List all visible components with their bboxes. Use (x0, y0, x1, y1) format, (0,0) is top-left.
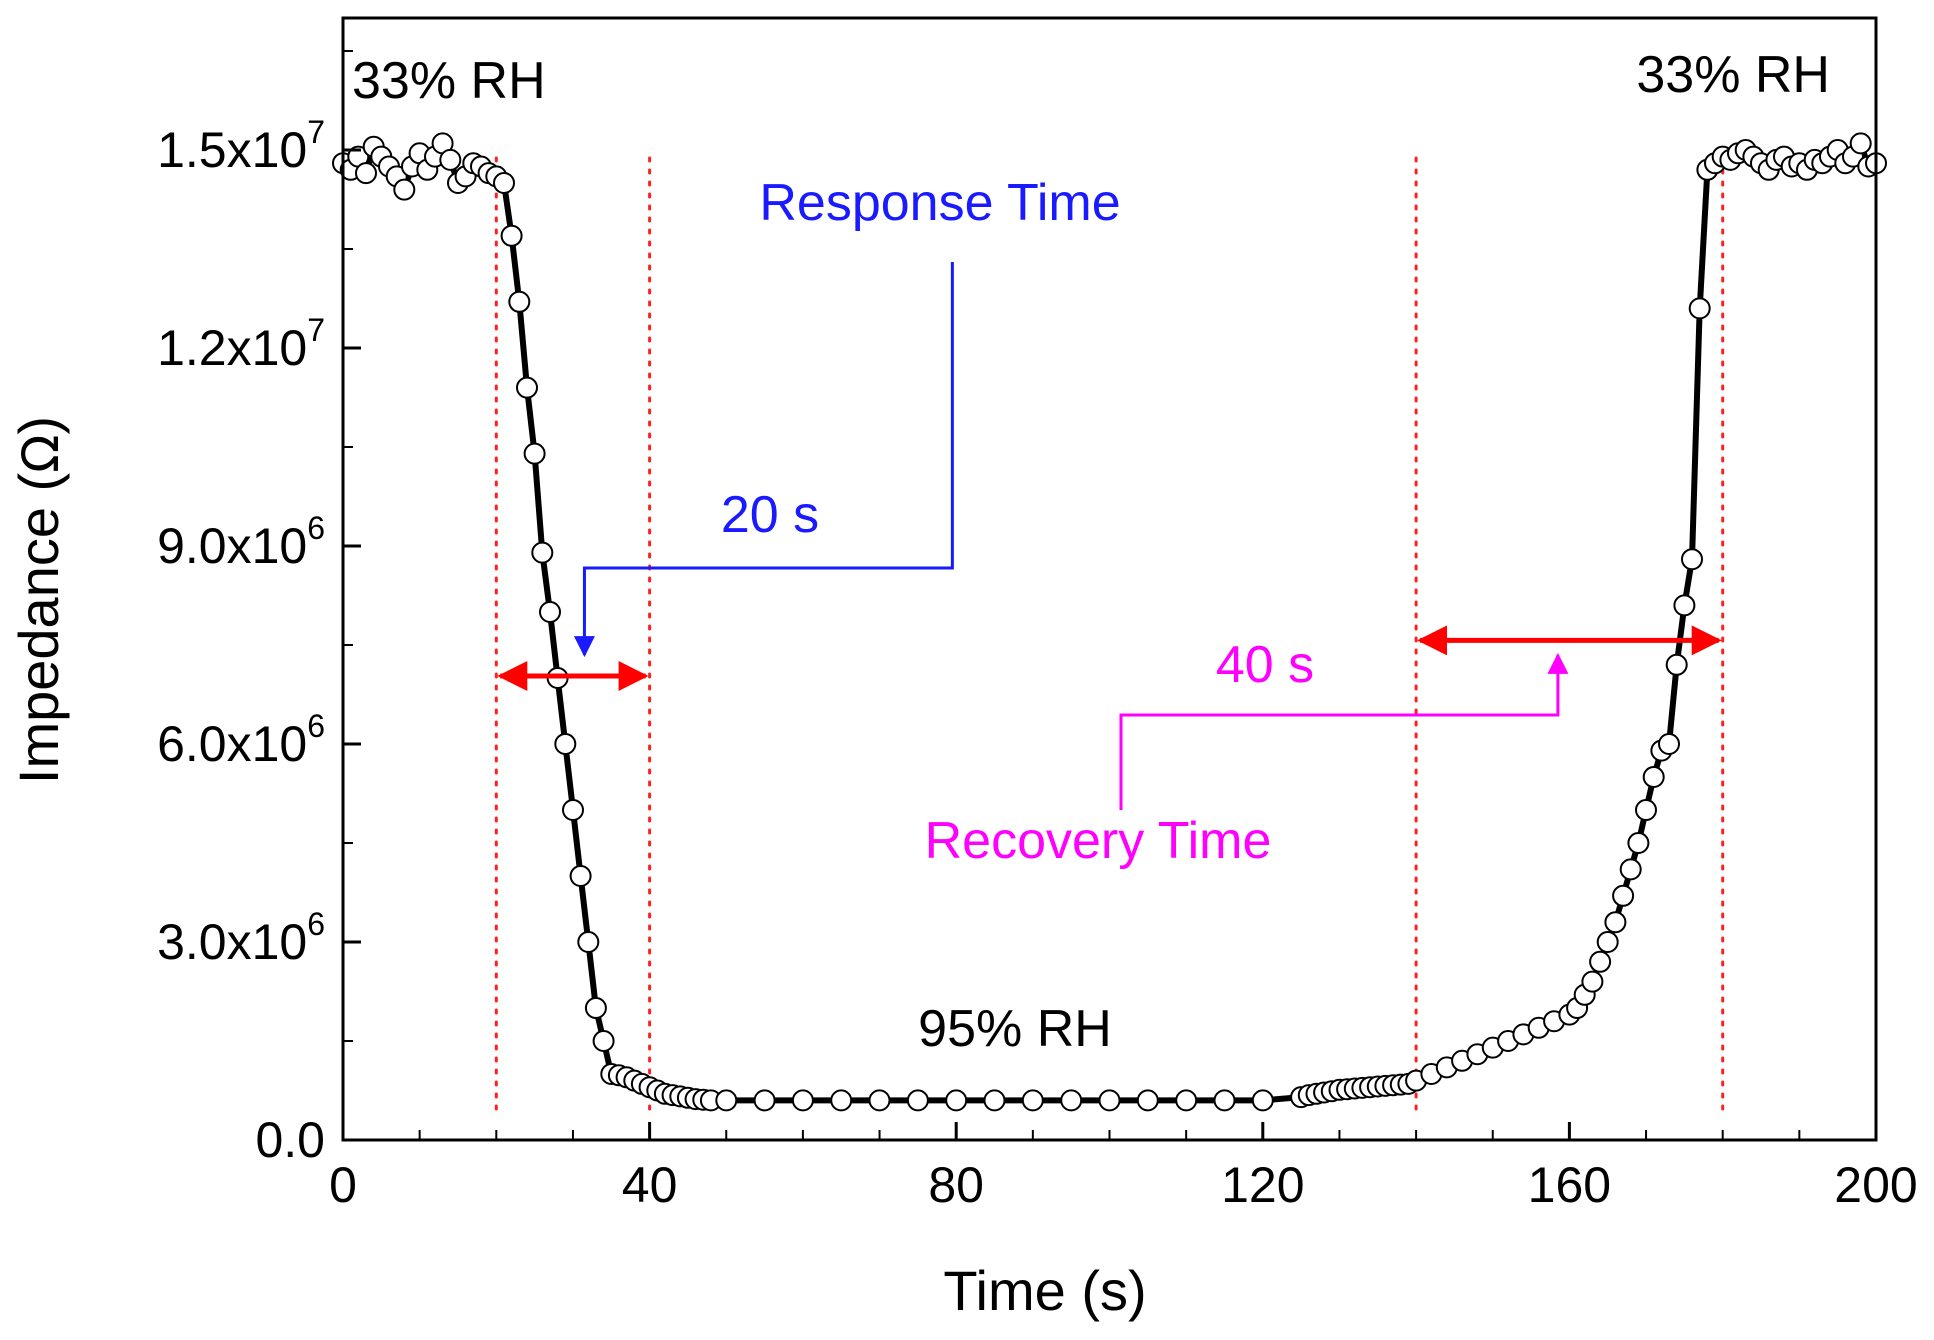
x-tick-label: 40 (622, 1157, 678, 1213)
y-axis-label-close: ) (7, 416, 70, 435)
x-tick-label: 200 (1834, 1157, 1917, 1213)
response-time-pointer (573, 262, 954, 658)
data-point (1604, 911, 1627, 934)
response-time-value: 20 s (721, 486, 819, 544)
y-tick-exponent: 7 (307, 114, 325, 150)
y-axis-label-main: Impedance ( (7, 472, 70, 784)
data-point (1681, 548, 1703, 571)
annotations: 33% RH 33% RH 95% RH Response Time 20 s Recov… (352, 46, 1830, 1058)
y-tick-label: 1.5x107 (157, 114, 325, 178)
data-point (1642, 766, 1665, 788)
y-tick-mantissa: 0.0 (255, 1112, 325, 1168)
recovery-time-value: 40 s (1216, 636, 1314, 694)
y-tick-mantissa: 6.0x10 (157, 716, 307, 772)
y-tick-mantissa: 3.0x10 (157, 914, 307, 970)
data-point (753, 1089, 776, 1112)
y-tick-mantissa: 1.2x10 (157, 320, 307, 376)
data-point (1581, 970, 1604, 993)
data-point (1021, 1089, 1044, 1112)
data-point (1688, 297, 1711, 320)
data-point (493, 172, 515, 194)
vertical-guide-lines (494, 156, 1725, 1120)
data-point (1098, 1089, 1121, 1112)
data-point (508, 290, 531, 313)
x-tick-label: 120 (1221, 1157, 1304, 1213)
data-point (577, 931, 600, 953)
y-tick-label: 3.0x106 (157, 906, 325, 970)
impedance-curve (341, 140, 1878, 1104)
data-point (584, 997, 607, 1019)
data-point (830, 1089, 853, 1112)
y-tick-exponent: 6 (307, 906, 325, 942)
data-point (1136, 1089, 1159, 1112)
data-point (1673, 594, 1696, 617)
data-point (715, 1089, 738, 1112)
data-point (1596, 931, 1619, 953)
x-tick-label: 0 (329, 1157, 357, 1213)
data-point (791, 1089, 814, 1112)
data-point (439, 148, 462, 171)
y-axis-label: Impedance (Ω) (7, 416, 70, 784)
data-point (1213, 1089, 1236, 1112)
data-points (332, 132, 1887, 1112)
y-tick-exponent: 7 (307, 312, 325, 348)
data-point (554, 733, 577, 755)
y-tick-label: 1.2x107 (157, 312, 325, 376)
data-point (569, 865, 592, 887)
data-point (1665, 653, 1688, 676)
x-axis: 0 40 80 120 160 200 (329, 1122, 1918, 1213)
y-tick-label: 6.0x106 (157, 708, 325, 772)
y-tick-exponent: 6 (307, 708, 325, 744)
recovery-time-label: Recovery Time (925, 812, 1272, 870)
y-tick-label: 0.0 (255, 1112, 325, 1168)
x-axis-label: Time (s) (943, 1259, 1146, 1322)
y-tick-label: 9.0x106 (157, 510, 325, 574)
data-point (1612, 884, 1635, 907)
data-point (516, 376, 538, 399)
data-point (1627, 832, 1650, 854)
data-point (1175, 1089, 1198, 1112)
y-tick-mantissa: 9.0x10 (157, 518, 307, 574)
data-point (393, 178, 416, 201)
data-point (906, 1089, 929, 1112)
low-rh-right-label: 33% RH (1636, 46, 1830, 104)
data-point (539, 601, 561, 623)
y-axis-label-symbol: Ω (12, 435, 70, 473)
data-point (355, 162, 377, 185)
high-rh-label: 95% RH (918, 1000, 1112, 1058)
response-time-label: Response Time (759, 174, 1120, 232)
data-point (1589, 950, 1612, 973)
data-point (1251, 1089, 1274, 1112)
data-point (1619, 858, 1642, 881)
data-point (983, 1089, 1006, 1112)
data-point (1635, 799, 1657, 821)
data-point (868, 1089, 891, 1112)
y-tick-exponent: 6 (307, 510, 325, 546)
data-point (1060, 1089, 1083, 1112)
data-point (562, 799, 584, 821)
data-point (531, 541, 554, 564)
impedance-line (341, 140, 1878, 1104)
y-tick-mantissa: 1.5x10 (157, 122, 307, 178)
data-point (592, 1030, 615, 1052)
data-point (500, 224, 523, 247)
data-point (945, 1089, 968, 1112)
data-point (523, 442, 546, 465)
recovery-time-pointer (1119, 652, 1569, 810)
data-point (1849, 132, 1872, 155)
x-tick-label: 80 (928, 1157, 984, 1213)
data-point (1658, 733, 1680, 755)
low-rh-left-label: 33% RH (352, 52, 546, 110)
x-tick-label: 160 (1528, 1157, 1611, 1213)
